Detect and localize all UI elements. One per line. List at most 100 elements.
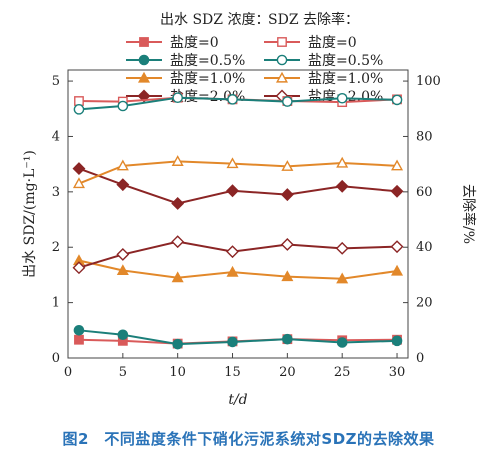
diamond-marker	[226, 245, 239, 259]
triangle-marker	[226, 157, 239, 169]
circle-marker	[276, 54, 288, 66]
y-axis-right-label: 去除率/%	[460, 184, 477, 244]
circle-marker	[117, 329, 129, 341]
circle-marker	[172, 92, 183, 103]
series-layer	[72, 92, 404, 350]
plot-frame	[67, 69, 409, 359]
legend-label: 盐度=0.5%	[170, 53, 245, 69]
square-marker	[74, 334, 84, 345]
square-marker	[277, 37, 287, 47]
series-removal-5	[73, 92, 403, 115]
diamond-marker	[171, 235, 185, 249]
circle-marker	[117, 100, 129, 112]
circle-marker	[336, 92, 348, 104]
triangle-marker	[116, 264, 129, 276]
legend-item: 盐度=0.5%	[126, 53, 245, 69]
x-tick-label: 0	[64, 365, 72, 380]
series-concentration-2	[72, 254, 404, 284]
diamond-marker	[116, 247, 130, 261]
x-tick-label: 20	[279, 365, 296, 380]
diamond-marker	[116, 178, 130, 192]
y-right-tick-label: 80	[416, 129, 433, 144]
triangle-marker	[281, 160, 294, 171]
diamond-marker	[171, 197, 185, 210]
series-concentration-3	[72, 162, 404, 210]
x-tick-label: 10	[169, 365, 186, 380]
y-left-tick-label: 4	[52, 129, 60, 144]
diamond-marker	[72, 261, 86, 275]
legend-item: 盐度=0.5%	[264, 53, 383, 69]
legend: 出水 SDZ 浓度：SDZ 去除率： 盐度=0 盐度=0.5% 盐度=1.0% 盐度=2…	[126, 11, 383, 105]
legend-label: 盐度=1.0%	[170, 71, 245, 87]
triangle-marker	[72, 177, 85, 189]
y-left-tick-label: 1	[52, 296, 60, 311]
x-axis-label: t/d	[228, 392, 247, 408]
circle-marker	[282, 333, 293, 345]
y-right-tick-label: 20	[416, 296, 433, 311]
triangle-marker	[275, 71, 289, 83]
series-concentration-1	[73, 325, 403, 350]
diamond-marker	[335, 241, 349, 255]
diamond-marker	[280, 238, 294, 251]
circle-marker	[73, 104, 85, 115]
diamond-marker	[390, 240, 404, 254]
x-tick-label: 15	[224, 365, 241, 380]
y-right-tick-label: 40	[416, 240, 433, 255]
triangle-marker	[281, 270, 294, 282]
diamond-marker	[390, 184, 404, 198]
y-right-tick-label: 0	[416, 351, 424, 366]
figure-caption: 图2 不同盐度条件下硝化污泥系统对SDZ的去除效果	[62, 430, 435, 448]
legend-title-concentration: 出水 SDZ 浓度：	[160, 12, 269, 28]
series-removal-7	[72, 235, 404, 275]
y-axis-right: 0 20 40 60 80 100	[403, 74, 441, 366]
triangle-marker	[116, 159, 129, 171]
x-tick-label: 5	[119, 365, 127, 380]
diamond-marker	[335, 179, 349, 193]
diamond-marker	[72, 162, 86, 176]
circle-marker	[73, 325, 85, 336]
circle-marker	[227, 336, 238, 348]
legend-label: 盐度=1.0%	[308, 71, 383, 87]
diamond-marker	[226, 184, 239, 198]
triangle-marker	[226, 265, 239, 277]
y-axis-left: 0 1 2 3 4 5	[52, 74, 73, 366]
y-left-tick-label: 0	[52, 351, 60, 366]
triangle-marker	[336, 272, 349, 284]
circle-marker	[391, 335, 403, 347]
triangle-marker	[171, 271, 184, 283]
circle-marker	[227, 94, 238, 105]
legend-label: 盐度=0.5%	[308, 53, 383, 69]
diamond-marker	[280, 188, 294, 202]
legend-label: 盐度=0	[308, 35, 357, 51]
circle-marker	[138, 54, 150, 66]
square-marker	[139, 37, 149, 47]
series-removal-6	[72, 155, 404, 189]
y-right-tick-label: 60	[416, 185, 433, 200]
circle-marker	[391, 94, 403, 106]
circle-marker	[172, 338, 183, 350]
y-left-tick-label: 5	[52, 74, 60, 89]
legend-item: 盐度=1.0%	[264, 71, 383, 87]
legend-title-removal: SDZ 去除率：	[268, 11, 359, 28]
y-right-tick-label: 100	[416, 74, 441, 89]
y-left-tick-label: 2	[52, 240, 60, 255]
legend-item: 盐度=0	[126, 35, 219, 51]
legend-item: 盐度=0	[264, 35, 357, 51]
legend-label: 盐度=2.0%	[170, 89, 245, 105]
series-line	[78, 160, 398, 185]
x-axis: 0 5 10 15 20 25 30	[64, 353, 405, 380]
y-left-tick-label: 3	[52, 185, 60, 200]
legend-item: 盐度=2.0%	[126, 89, 245, 105]
legend-item: 盐度=1.0%	[126, 71, 245, 87]
legend-label: 盐度=0	[170, 35, 219, 51]
triangle-marker	[336, 156, 349, 168]
y-axis-left-label: 出水 SDZ/(mg·L⁻¹)	[22, 150, 38, 278]
triangle-marker	[391, 159, 404, 171]
x-tick-label: 30	[389, 365, 406, 380]
triangle-marker	[391, 264, 404, 276]
circle-marker	[282, 96, 293, 107]
x-tick-label: 25	[334, 365, 351, 380]
diamond-marker	[137, 89, 151, 103]
triangle-marker	[171, 155, 184, 166]
